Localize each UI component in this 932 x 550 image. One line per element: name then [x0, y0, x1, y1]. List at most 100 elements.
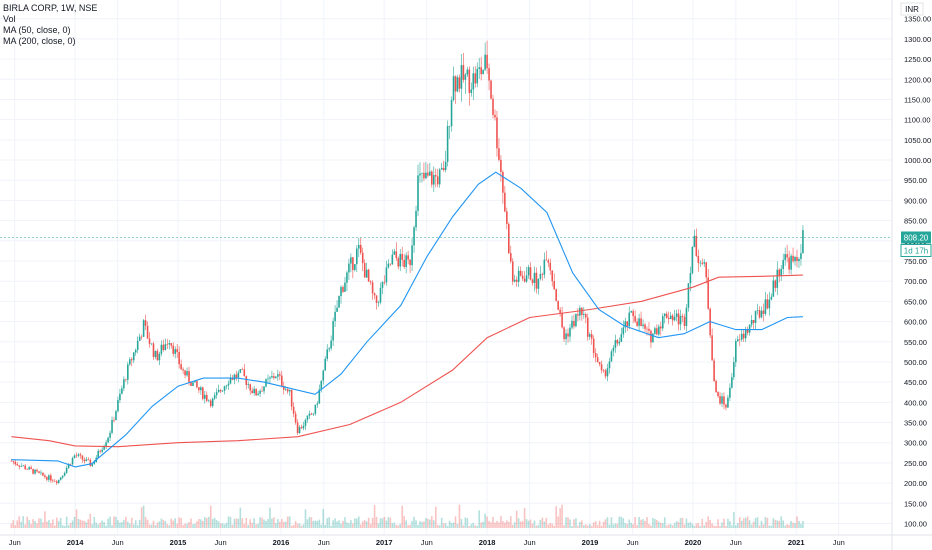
candle-body	[101, 449, 103, 452]
candle-body	[612, 347, 615, 352]
volume-bar	[393, 522, 396, 528]
candle-body	[665, 313, 668, 318]
candle-body	[144, 320, 147, 326]
time-tick-label: Jun	[421, 538, 433, 547]
volume-bar	[30, 523, 32, 528]
candle-body	[458, 77, 461, 89]
price-tick-label: 1300.00	[904, 35, 931, 44]
candle-body	[790, 255, 792, 270]
candle-body	[168, 343, 171, 345]
volume-bar	[164, 521, 167, 528]
volume-bar	[97, 524, 100, 528]
candle-body	[535, 272, 538, 289]
candle-body	[772, 280, 775, 297]
candlestick-series	[10, 40, 804, 486]
time-axis[interactable]: Jun 2014 Jun 2015 Jun 2016 Jun 2017 Jun 2018 Jun 20…	[9, 538, 845, 547]
volume-bar	[332, 520, 334, 528]
candle-body	[373, 293, 376, 296]
candle-body	[36, 469, 38, 472]
candle-body	[52, 480, 54, 482]
volume-bar	[296, 523, 299, 528]
volume-legend[interactable]: Vol	[3, 14, 16, 24]
volume-bar	[200, 519, 202, 528]
price-tick-label: 550.00	[904, 338, 927, 347]
candle-body	[494, 114, 496, 118]
volume-bar	[375, 516, 378, 528]
volume-bar	[178, 517, 180, 528]
candle-body	[610, 351, 613, 362]
candle-body	[626, 321, 629, 327]
volume-bar	[425, 517, 427, 528]
candle-body	[16, 464, 19, 466]
candle-body	[243, 369, 246, 377]
volume-bar	[630, 522, 632, 528]
candle-body	[354, 264, 356, 270]
candle-body	[249, 384, 252, 391]
candle-body	[282, 385, 285, 390]
candle-body	[598, 362, 601, 365]
volume-bar	[492, 516, 494, 528]
volume-bar	[204, 517, 206, 528]
volume-bar	[699, 525, 702, 528]
candle-body	[584, 314, 587, 318]
candle-body	[638, 318, 640, 326]
price-tick-label: 650.00	[904, 297, 927, 306]
candle-body	[288, 389, 291, 392]
volume-bar	[715, 525, 717, 528]
ma200-legend[interactable]: MA (200, close, 0)	[3, 36, 76, 46]
volume-bar	[391, 523, 394, 528]
volume-bar	[73, 517, 76, 528]
volume-bar	[539, 519, 542, 528]
candle-body	[646, 328, 648, 330]
volume-bar	[721, 522, 723, 528]
currency-badge: INR	[900, 2, 924, 16]
volume-bar	[140, 507, 143, 528]
candle-body	[788, 257, 790, 270]
volume-bar	[306, 519, 309, 528]
candle-body	[434, 175, 437, 177]
candle-body	[454, 76, 457, 92]
price-tick-label: 1200.00	[904, 75, 931, 84]
candle-body	[740, 333, 743, 340]
volume-bar	[423, 521, 425, 528]
volume-bar	[571, 525, 573, 528]
volume-bar	[300, 525, 303, 528]
candle-body	[83, 459, 86, 462]
candle-body	[235, 374, 238, 378]
candle-body	[162, 344, 165, 350]
volume-bar	[794, 523, 796, 528]
volume-bar	[727, 518, 729, 528]
volume-bar	[395, 524, 398, 528]
volume-bar	[513, 522, 516, 528]
price-axis[interactable]: 1350.00 1300.00 1250.00 1200.00 1150.00 1100.…	[904, 15, 931, 529]
ma50-legend[interactable]: MA (50, close, 0)	[3, 25, 71, 35]
volume-bar	[764, 517, 767, 528]
volume-bar	[464, 517, 467, 528]
volume-bar	[584, 524, 587, 528]
volume-bar	[103, 522, 105, 528]
candle-body	[391, 254, 394, 265]
candle-body	[583, 314, 585, 316]
volume-bar	[316, 520, 319, 528]
volume-bar	[117, 520, 119, 528]
volume-bar	[235, 518, 238, 528]
candle-body	[736, 339, 739, 342]
volume-bar	[150, 524, 153, 528]
candle-body	[300, 427, 303, 429]
candle-body	[89, 459, 92, 466]
candle-body	[237, 372, 240, 378]
candle-body	[59, 477, 62, 480]
symbol-line[interactable]: BIRLA CORP, 1W, NSE	[3, 3, 98, 13]
volume-bar	[99, 522, 101, 528]
volume-bar	[725, 525, 727, 528]
volume-bar	[277, 519, 279, 528]
candle-body	[381, 282, 384, 288]
candle-body	[679, 315, 682, 325]
volume-bar	[190, 518, 192, 528]
volume-bar	[223, 524, 226, 528]
candle-body	[284, 389, 287, 390]
volume-bar	[22, 516, 25, 528]
candle-body	[63, 472, 66, 476]
